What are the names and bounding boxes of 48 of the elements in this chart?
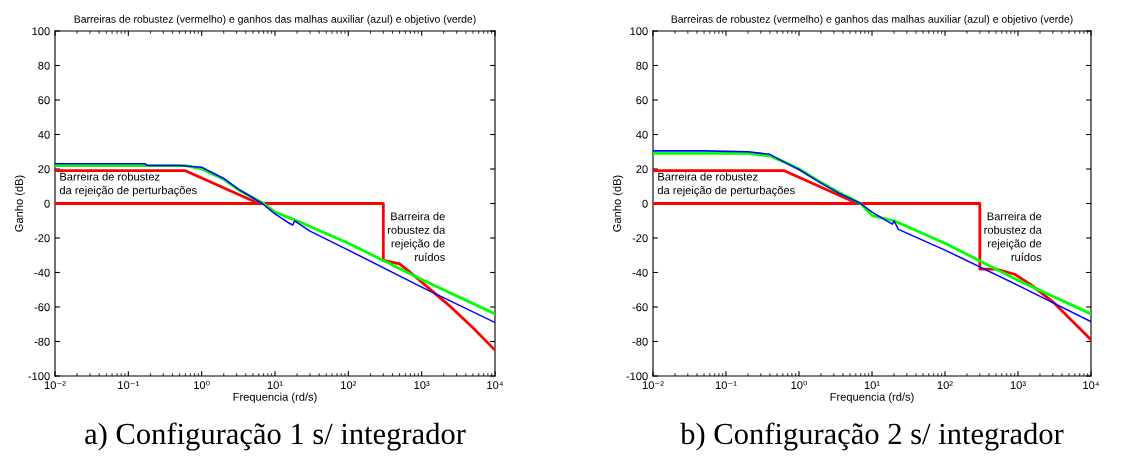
y-tick-label: 0 (642, 199, 648, 208)
x-tick-label: 10⁴ (1083, 381, 1100, 390)
x-tick-label: 10³ (414, 381, 430, 390)
x-tick-label: 10⁻¹ (118, 381, 140, 390)
y-tick-label: 40 (636, 130, 648, 139)
x-tick-label: 10⁻² (642, 381, 664, 390)
y-tick-label: 20 (636, 165, 648, 174)
y-tick-label: 0 (44, 199, 50, 208)
chart-title: Barreiras de robustez (vermelho) e ganhos das malhas auxiliar (azul) e objetivo (verde) (74, 15, 476, 25)
x-tick-label: 10⁴ (487, 381, 504, 390)
x-tick-label: 10⁻¹ (715, 381, 737, 390)
y-axis-title: Ganho (dB) (612, 175, 624, 232)
y-tick-label: -100 (28, 372, 50, 381)
y-tick-label: -20 (34, 234, 50, 243)
y-axis-title: Ganho (dB) (14, 175, 26, 232)
y-tick-label: 100 (630, 27, 648, 36)
x-tick-label: 10³ (1010, 381, 1026, 390)
annotation: Barreira de robustez da rejeição de perturbações (657, 172, 795, 197)
y-tick-label: -80 (632, 337, 648, 346)
x-tick-label: 10¹ (864, 381, 880, 390)
chart-title: Barreiras de robustez (vermelho) e ganhos das malhas auxiliar (azul) e objetivo (verde) (671, 15, 1073, 25)
x-axis-title: Frequencia (rd/s) (233, 392, 317, 403)
y-tick-label: 40 (38, 130, 50, 139)
x-tick-label: 10⁰ (194, 380, 210, 390)
y-tick-label: -40 (632, 268, 648, 277)
x-tick-label: 10⁰ (791, 380, 808, 390)
annotation: Barreira de robustez da rejeição de perturbações (59, 172, 197, 197)
x-tick-label: 10² (937, 381, 953, 390)
y-tick-label: -20 (632, 234, 648, 243)
y-tick-label: 80 (636, 61, 648, 70)
y-tick-label: 20 (38, 165, 50, 174)
annotation: Barreira de robustez da rejeição de ruídos (984, 212, 1042, 262)
y-tick-label: -100 (626, 372, 648, 381)
y-tick-label: -40 (34, 268, 50, 277)
y-tick-label: -60 (34, 303, 50, 312)
x-tick-label: 10² (341, 381, 357, 390)
y-tick-label: 60 (636, 96, 648, 105)
y-tick-label: 80 (38, 61, 50, 70)
x-tick-label: 10¹ (267, 381, 283, 390)
y-tick-label: -80 (34, 337, 50, 346)
y-tick-label: -60 (632, 303, 648, 312)
x-tick-label: 10⁻² (44, 381, 66, 390)
y-tick-label: 100 (32, 27, 50, 36)
y-tick-label: 60 (38, 96, 50, 105)
text: a) Configuração 1 s/ integrador (85, 422, 466, 451)
annotation: Barreira de robustez da rejeição de ruídos (387, 212, 446, 262)
x-axis-title: Frequencia (rd/s) (830, 392, 914, 403)
text: b) Configuração 2 s/ integrador (680, 422, 1064, 451)
